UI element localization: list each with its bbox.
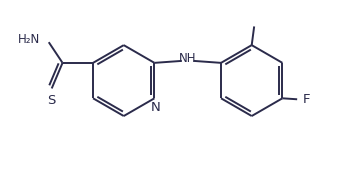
Text: F: F: [303, 93, 311, 106]
Text: N: N: [151, 101, 161, 114]
Text: S: S: [47, 94, 56, 107]
Text: H₂N: H₂N: [18, 33, 40, 46]
Text: NH: NH: [179, 52, 196, 65]
